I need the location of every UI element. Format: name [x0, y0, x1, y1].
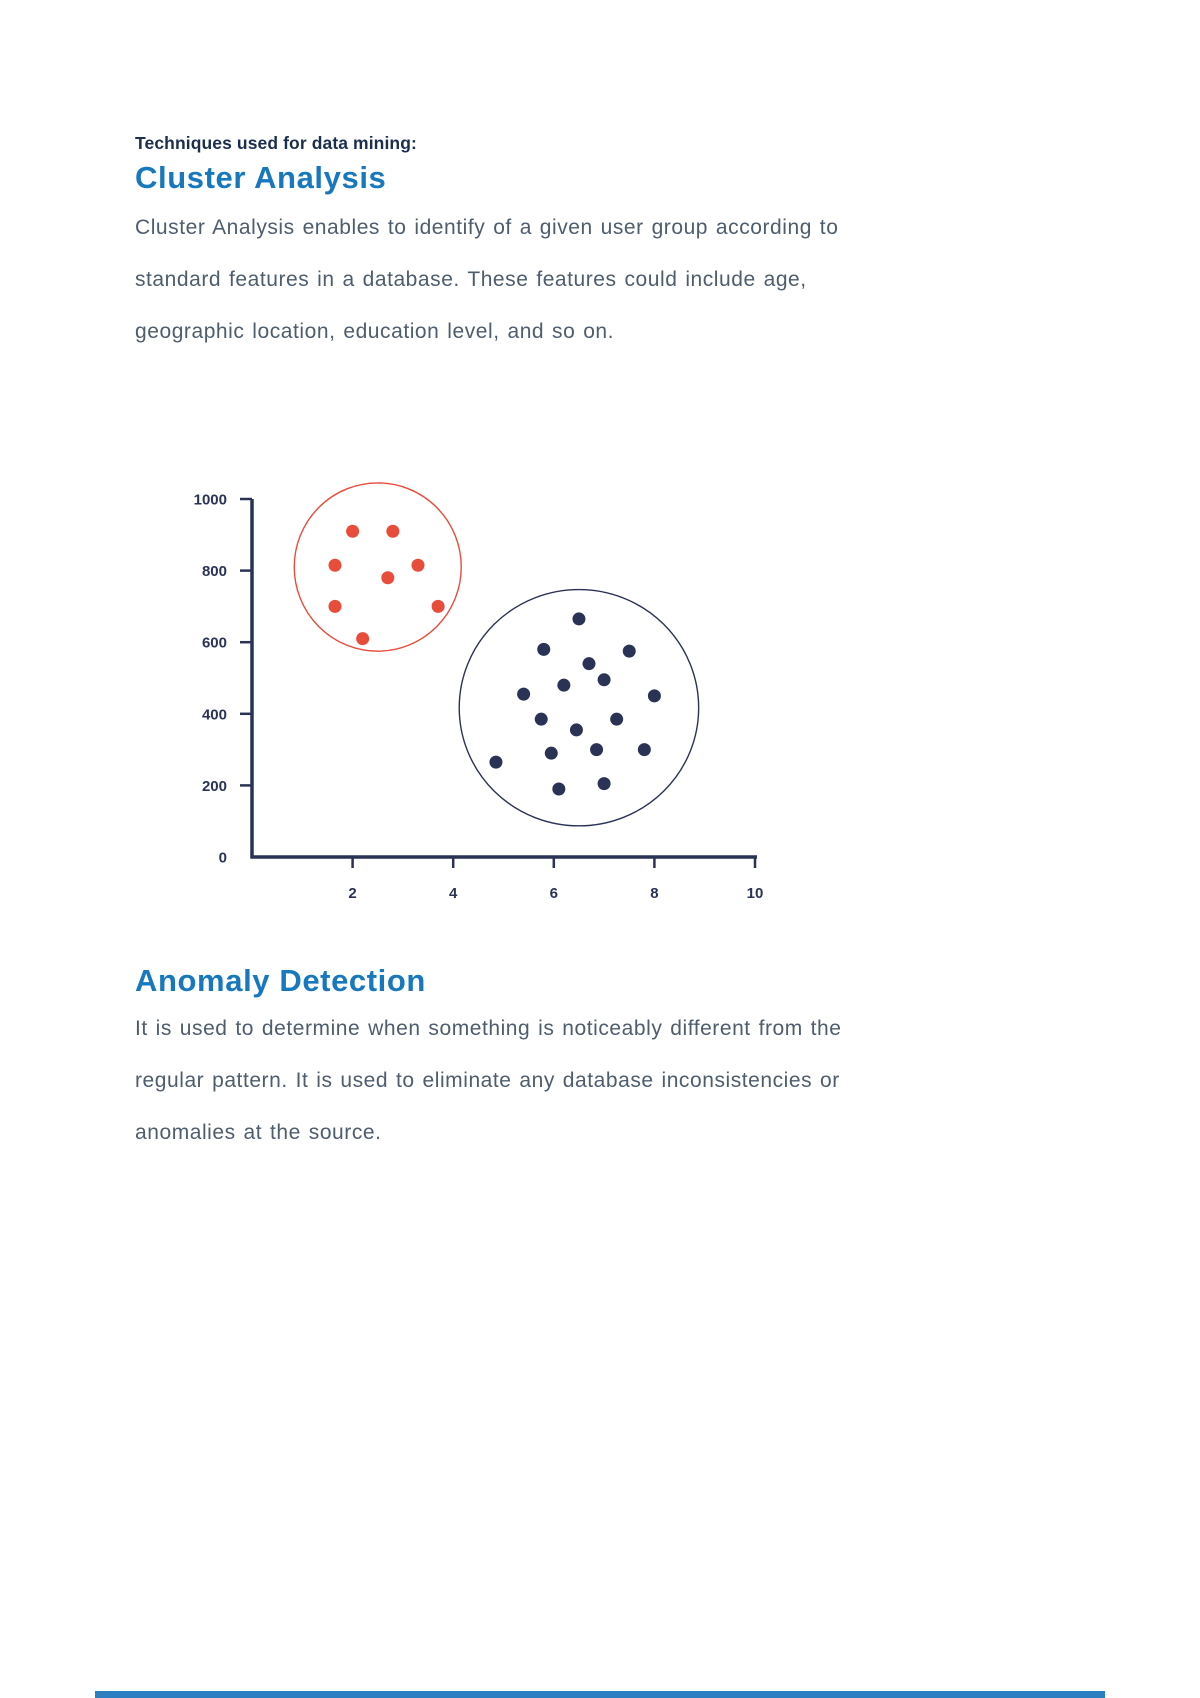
red-cluster-boundary-ellipse: [293, 482, 462, 652]
red-cluster-data-point: [411, 558, 425, 572]
red-cluster-data-point: [356, 632, 370, 646]
red-cluster-data-point: [328, 599, 342, 613]
navy-cluster-data-point: [610, 712, 624, 726]
navy-cluster-data-point: [552, 782, 566, 796]
navy-cluster-data-point: [489, 755, 503, 769]
navy-cluster-data-point: [637, 743, 651, 757]
navy-cluster-data-point: [597, 777, 611, 791]
y-axis-tick-label: 800: [202, 563, 227, 580]
footer-accent-bar: [95, 1691, 1105, 1698]
paragraph-line: standard features in a database. These f…: [135, 268, 807, 291]
red-cluster-data-point: [328, 558, 342, 572]
navy-cluster-data-point: [582, 657, 596, 671]
paragraph-line: Cluster Analysis enables to identify of …: [135, 216, 839, 239]
section-heading-cluster-analysis: Cluster Analysis: [135, 160, 387, 195]
paragraph-line: regular pattern. It is used to eliminate…: [135, 1069, 840, 1092]
red-cluster-data-point: [431, 599, 445, 613]
x-axis-tick-label: 10: [747, 885, 764, 902]
cluster-scatter-chart: 0 200 400 600 800 1000 2 4 6 8 10: [165, 440, 825, 910]
paragraph-line: anomalies at the source.: [135, 1121, 382, 1144]
paragraph-anomaly-detection: It is used to determine when something i…: [135, 1003, 842, 1159]
navy-cluster-data-point: [622, 644, 636, 658]
navy-cluster-data-point: [534, 712, 548, 726]
eyebrow-heading: Techniques used for data mining:: [135, 133, 417, 153]
navy-cluster-data-point: [647, 689, 661, 703]
navy-cluster-data-point: [557, 678, 571, 692]
y-axis-tick-label: 1000: [194, 492, 227, 509]
x-axis-tick-label: 8: [650, 885, 658, 902]
section-heading-anomaly-detection: Anomaly Detection: [135, 963, 426, 998]
scatter-plot-svg: 0 200 400 600 800 1000 2 4 6 8 10: [194, 482, 764, 902]
navy-cluster-data-point: [572, 612, 586, 626]
axes-lines: [250, 499, 757, 859]
paragraph-line: It is used to determine when something i…: [135, 1017, 842, 1040]
x-axis-tick-label: 2: [348, 885, 356, 902]
red-cluster-data-point: [381, 571, 395, 585]
red-cluster-data-point: [386, 524, 400, 538]
paragraph-cluster-analysis: Cluster Analysis enables to identify of …: [135, 202, 838, 358]
navy-cluster-boundary-ellipse: [458, 588, 700, 827]
x-axis-tick-label: 4: [449, 885, 458, 902]
y-axis-tick-label: 400: [202, 706, 227, 723]
navy-cluster-data-point: [569, 723, 583, 737]
paragraph-line: geographic location, education level, an…: [135, 320, 615, 343]
red-cluster-data-point: [346, 524, 360, 538]
navy-cluster-data-point: [590, 743, 604, 757]
x-axis-tick-label: 6: [550, 885, 558, 902]
navy-cluster-data-point: [544, 746, 558, 760]
navy-cluster-data-point: [597, 673, 611, 687]
y-axis-tick-label: 200: [202, 778, 227, 795]
navy-cluster-data-point: [537, 642, 551, 656]
navy-cluster-data-point: [517, 687, 531, 701]
y-axis-tick-label: 600: [202, 635, 227, 652]
y-axis-tick-label: 0: [219, 850, 227, 867]
